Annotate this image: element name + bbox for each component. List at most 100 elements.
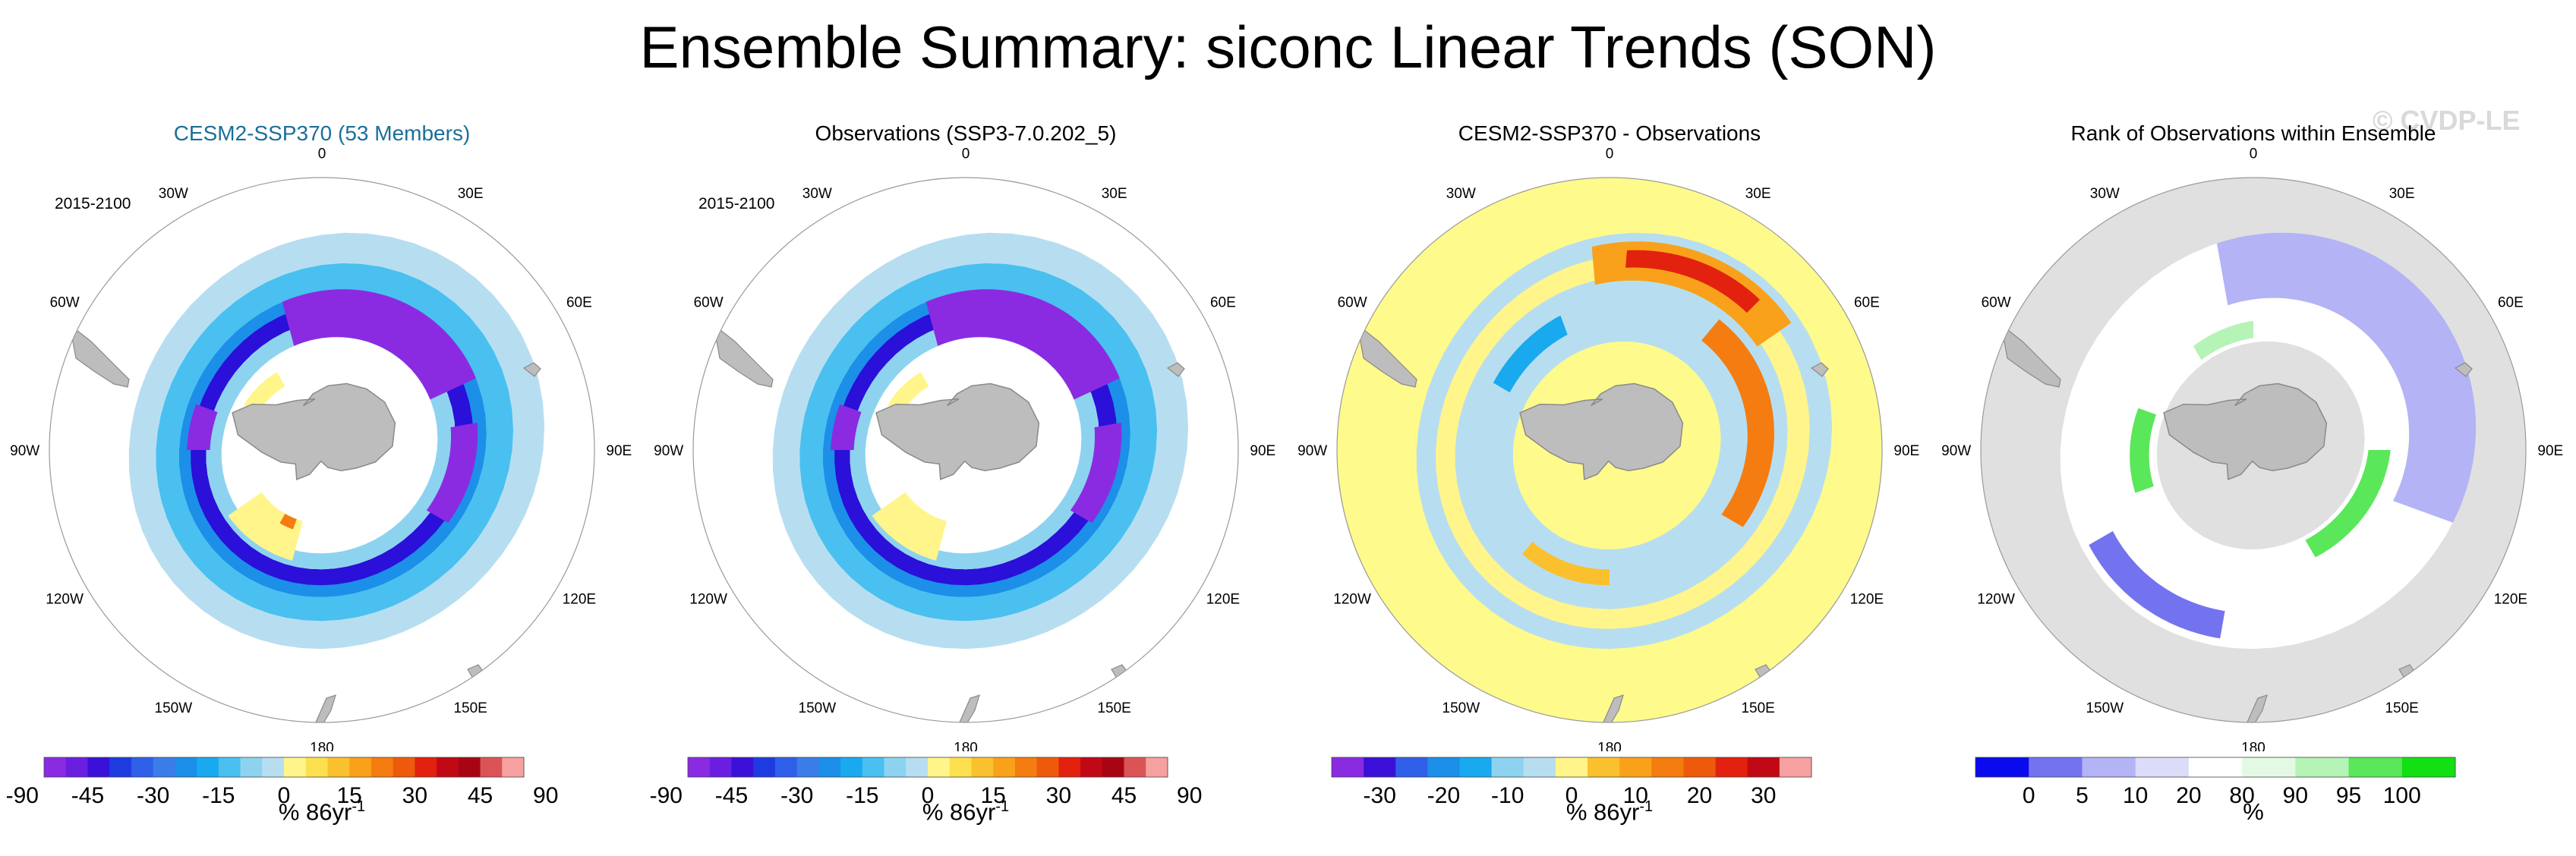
units-exponent: -1	[352, 798, 366, 815]
panel-title: Observations (SSP3-7.0.202_5)	[815, 121, 1117, 145]
new-zealand-landmass	[958, 694, 980, 722]
colorbar-swatch	[262, 757, 285, 777]
colorbar-tick-label: 80	[2229, 783, 2254, 808]
ross-sea-increase	[228, 492, 303, 561]
units-text: % 86yr	[922, 798, 996, 826]
colorbar-swatch	[840, 757, 863, 777]
colorbar-swatch	[818, 757, 841, 777]
longitude-label: 150E	[1097, 700, 1130, 716]
colorbar-swatch	[502, 757, 525, 777]
colorbar-frame	[1975, 757, 2456, 778]
colorbar-swatch	[2401, 757, 2456, 777]
colorbar-swatch	[884, 757, 906, 777]
polar-map: 0 30E 60E 90E 120E 150E 180 150W 120W 90W 60W 30W	[10, 146, 632, 751]
colorbar: 0 5 10 20 80 90 95 100	[1975, 757, 2456, 808]
longitude-label: 30E	[1102, 186, 1127, 202]
colorbar-swatch	[1036, 757, 1059, 777]
colorbar-tick-label: -90	[650, 783, 683, 808]
rank-high-west	[2130, 408, 2157, 493]
colorbar-tick-label: -45	[715, 783, 748, 808]
colorbar-tick-label: 5	[2076, 783, 2089, 808]
panel-difference: 0 30E 60E 90E 120E 150E 180 150W 120W 90W 60W 30W C…	[1288, 114, 1931, 856]
colorbar-tick-label: -90	[6, 783, 39, 808]
colorbar-tick-label: -10	[1491, 783, 1524, 808]
ross-sea-peak	[279, 513, 297, 530]
colorbar-tick-label: 0	[922, 783, 935, 808]
watermark: © CVDP-LE	[2373, 105, 2521, 136]
colorbar-swatch	[109, 757, 132, 777]
longitude-label: 0	[1606, 146, 1614, 162]
antarctica-landmass	[1519, 382, 1684, 480]
colorbar-swatch	[1975, 757, 2029, 777]
longitude-label: 90E	[1893, 443, 1919, 459]
longitude-label: 30E	[1745, 186, 1771, 202]
south-america-landmass	[713, 323, 774, 388]
longitude-label: 150E	[1741, 700, 1774, 716]
longitude-label: 180	[2241, 740, 2265, 751]
colorbar-swatch	[906, 757, 929, 777]
longitude-label: 90E	[606, 443, 632, 459]
difference-positive-outer	[1591, 241, 1792, 347]
colorbar-tick-label: -15	[846, 783, 878, 808]
rank-low-band	[2217, 232, 2477, 523]
polar-map: 0 30E 60E 90E 120E 150E 180 150W 120W 90W 60W 30W	[654, 146, 1275, 751]
colorbar-swatch	[305, 757, 328, 777]
units-label: % 86yr-1	[0, 798, 644, 826]
colorbar-swatch	[393, 757, 415, 777]
map-field	[69, 232, 545, 722]
rank-high-east	[2305, 450, 2391, 558]
longitude-label: 60W	[50, 294, 80, 310]
longitude-label: 120E	[2494, 592, 2527, 608]
longitude-label: 60W	[1338, 294, 1367, 310]
colorbar-swatch	[1014, 757, 1038, 777]
south-america-landmass	[69, 323, 130, 388]
longitude-label: 120W	[46, 592, 84, 608]
south-america-landmass	[1357, 323, 1417, 388]
colorbar-swatch	[327, 757, 350, 777]
colorbar-swatch	[1364, 757, 1396, 777]
map-border	[1336, 177, 1883, 723]
colorbar-swatch	[415, 757, 437, 777]
colorbar-swatch	[1395, 757, 1428, 777]
longitude-label: 0	[318, 146, 326, 162]
longitude-label: 90E	[2537, 443, 2563, 459]
colorbar-frame	[43, 757, 525, 778]
difference-negative	[1493, 315, 1568, 393]
colorbar-tick-label: -30	[137, 783, 169, 808]
longitude-label: 30W	[802, 186, 832, 202]
colorbar-swatch	[949, 757, 972, 777]
longitude-label: 180	[310, 740, 334, 751]
africa-landmass	[2454, 362, 2473, 377]
longitude-label: 60E	[1210, 294, 1236, 310]
colorbar-swatch	[284, 757, 307, 777]
panel-model-trend: 0 30E 60E 90E 120E 150E 180 150W 120W 90W 60W 30W C…	[0, 114, 644, 856]
longitude-label: 120E	[563, 592, 596, 608]
longitude-label: 60W	[1982, 294, 2011, 310]
rank-high-weddell	[2193, 320, 2253, 360]
units-text: %	[2243, 798, 2264, 825]
units-text: % 86yr	[1565, 798, 1640, 826]
colorbar-tick-label: 30	[402, 783, 427, 808]
colorbar: -90 -45 -30 -15 0 15 30 45 90	[6, 757, 558, 808]
map-field	[2001, 232, 2477, 722]
colorbar-swatch	[349, 757, 372, 777]
colorbar-swatch	[1779, 757, 1812, 777]
units-label: % 86yr-1	[1288, 798, 1931, 826]
colorbar-tick-label: -15	[202, 783, 235, 808]
period-label: 2015-2100	[698, 195, 775, 212]
colorbar-swatch	[1427, 757, 1461, 777]
colorbar-swatch	[1683, 757, 1717, 777]
longitude-label: 120E	[1206, 592, 1240, 608]
longitude-label: 150W	[2086, 700, 2124, 716]
indian-decline-core	[426, 422, 478, 523]
longitude-label: 30W	[1446, 186, 1476, 202]
longitude-label: 150E	[453, 700, 487, 716]
colorbar-swatch	[1588, 757, 1620, 777]
colorbar-swatch	[1146, 757, 1168, 777]
longitude-label: 120W	[1977, 592, 2015, 608]
longitude-label: 180	[954, 740, 978, 751]
map-field	[713, 232, 1189, 722]
bellingshausen-decline	[187, 404, 218, 450]
panel-title: Rank of Observations within Ensemble	[2070, 121, 2436, 145]
colorbar-swatch	[928, 757, 951, 777]
